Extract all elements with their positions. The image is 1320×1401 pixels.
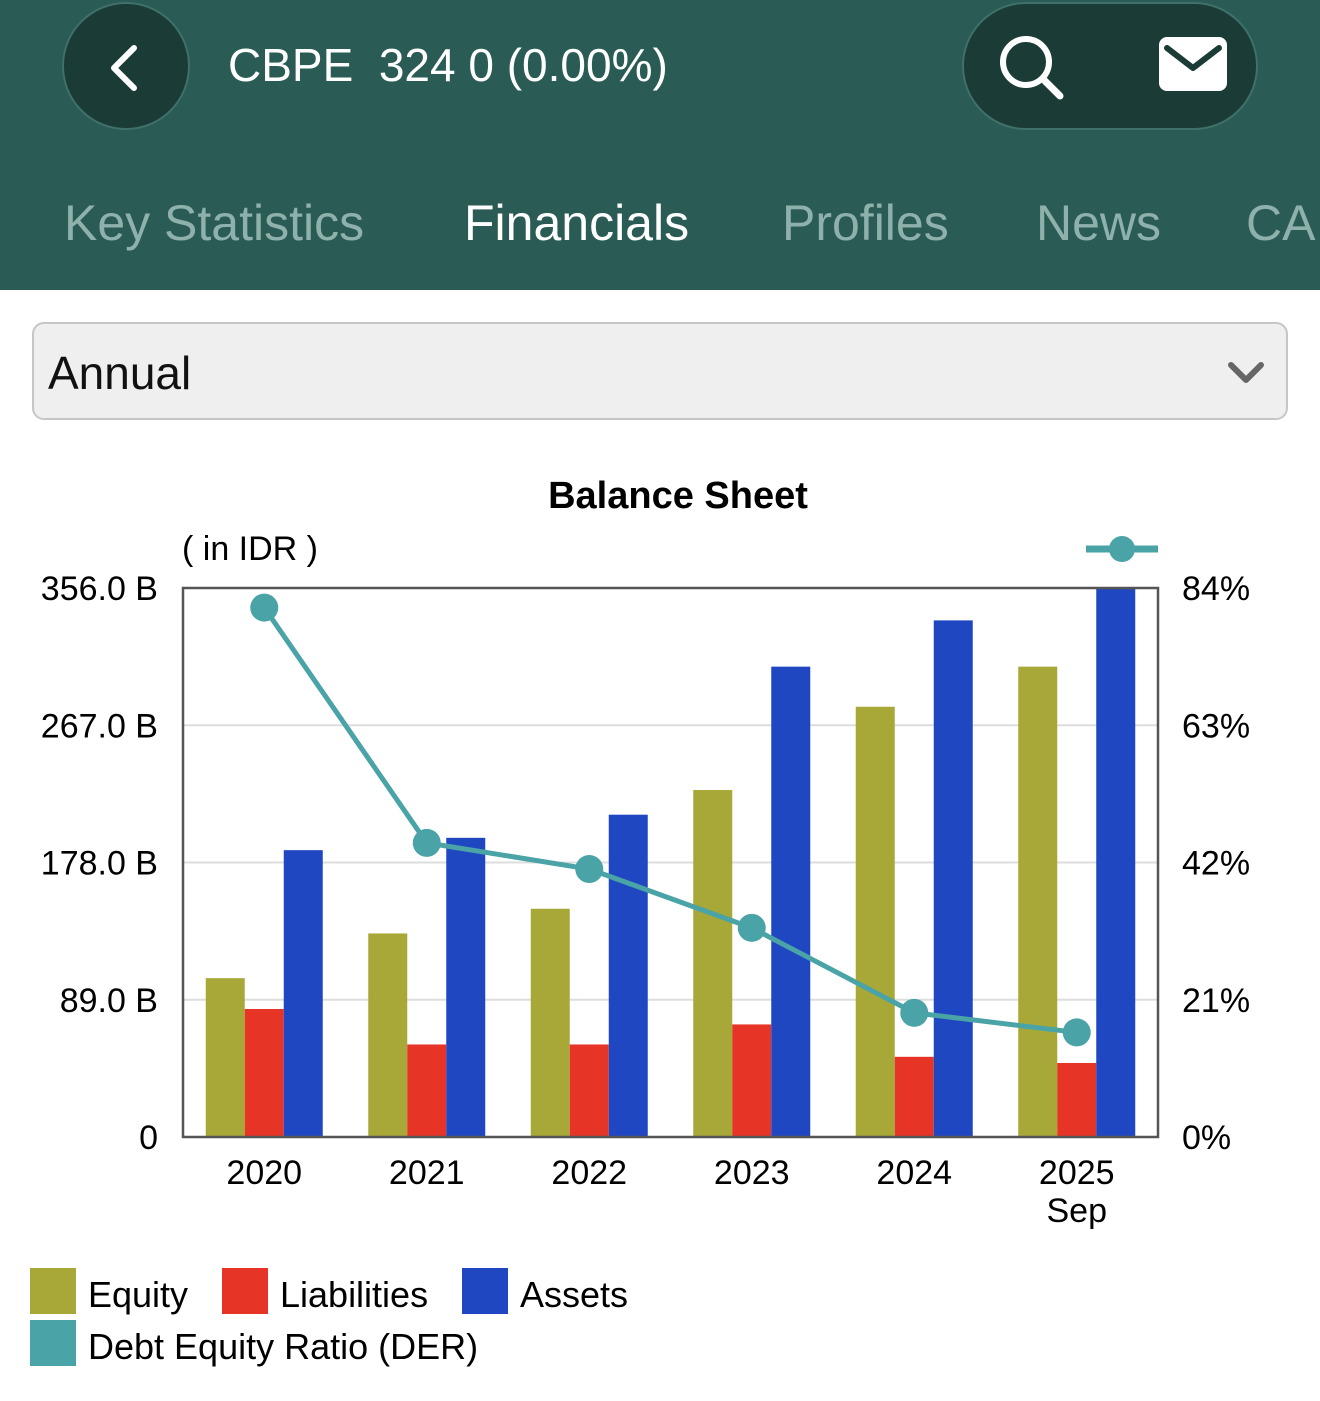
assets-bar [933, 620, 973, 1137]
assets-bar [608, 814, 648, 1137]
liabilities-bar [244, 1009, 284, 1137]
plot-frame [181, 586, 1160, 1139]
equity-bar [368, 933, 408, 1137]
y-left-tick-label: 89.0 B [60, 982, 158, 1020]
period-select-value: Annual [48, 347, 192, 399]
der-point [1062, 1018, 1091, 1047]
y-right-tick-label: 0% [1182, 1119, 1231, 1157]
y-right-tick-label: 21% [1182, 982, 1250, 1020]
der-line [262, 606, 1078, 1035]
y-right-tick-label: 63% [1182, 707, 1250, 745]
period-select[interactable]: Annual [32, 322, 1288, 420]
equity-bar [855, 706, 895, 1137]
liabilities-bar [569, 1044, 609, 1137]
tab-news[interactable]: News [1036, 195, 1162, 251]
bars [205, 588, 1136, 1137]
x-tick-label: 2025 Sep [1039, 1154, 1115, 1230]
equity-bar [205, 978, 245, 1137]
equity-bar [693, 790, 733, 1137]
liabilities-bar [894, 1056, 934, 1137]
unit-label: ( in IDR ) [182, 530, 318, 568]
x-axis-labels: 2020 2021 2022 2023 2024 2025 Sep [226, 1154, 1114, 1230]
der-point [737, 913, 766, 942]
ticker-symbol: CBPE [228, 39, 354, 91]
x-tick-label: 2022 [551, 1154, 627, 1192]
liabilities-bar [407, 1044, 447, 1137]
legend-swatch-liabilities [222, 1268, 268, 1314]
der-point [575, 855, 604, 884]
ticker-quote: CBPE 324 0 (0.00%) [228, 38, 668, 92]
der-point [250, 593, 279, 622]
x-tick-label: 2021 [389, 1154, 465, 1192]
tab-bar: Key Statistics Financials Profiles News … [0, 190, 1320, 270]
liabilities-bar [732, 1024, 772, 1137]
equity-bar [530, 908, 570, 1137]
der-point [412, 828, 441, 857]
der-legend-marker [1086, 536, 1158, 562]
liabilities-bar [1057, 1062, 1097, 1137]
y-left-tick-label: 356.0 B [41, 570, 158, 608]
legend-label-equity: Equity [88, 1274, 189, 1315]
der-line-series [250, 593, 1091, 1047]
tab-profiles[interactable]: Profiles [782, 195, 949, 251]
gridlines [183, 724, 1158, 1001]
der-point [900, 998, 929, 1027]
balance-sheet-chart: Balance Sheet ( in IDR ) 0 89.0 B 178.0 B 2… [41, 475, 1250, 1230]
y-left-tick-label: 0 [139, 1119, 158, 1157]
y-left-tick-label: 178.0 B [41, 845, 158, 883]
search-icon[interactable] [996, 32, 1068, 104]
x-tick-label: 2024 [876, 1154, 952, 1192]
price-change: 324 0 (0.00%) [378, 39, 668, 91]
assets-bar [1096, 588, 1136, 1137]
chevron-down-icon [1228, 362, 1264, 383]
chevron-left-icon [111, 45, 137, 91]
assets-bar [771, 666, 811, 1137]
y-right-tick-label: 42% [1182, 845, 1250, 883]
legend-swatch-assets [462, 1268, 508, 1314]
equity-bar [1018, 666, 1058, 1137]
app-header: CBPE 324 0 (0.00%) Key Statistics Financ… [0, 0, 1320, 290]
x-tick-label: 2020 [226, 1154, 302, 1192]
tab-ca[interactable]: CA [1246, 195, 1316, 251]
assets-bar [283, 850, 323, 1137]
legend-label-liabilities: Liabilities [280, 1274, 429, 1315]
y-left-tick-label: 267.0 B [41, 707, 158, 745]
left-axis-labels: 0 89.0 B 178.0 B 267.0 B 356.0 B [41, 570, 158, 1157]
tab-key-statistics[interactable]: Key Statistics [64, 195, 365, 251]
legend-swatch-equity [30, 1268, 76, 1314]
back-button[interactable] [62, 2, 190, 130]
mail-icon[interactable] [1158, 36, 1228, 92]
tab-financials[interactable]: Financials [464, 195, 690, 251]
x-tick-label: 2023 [714, 1154, 790, 1192]
right-axis-labels: 0% 21% 42% 63% 84% [1182, 570, 1250, 1157]
y-right-tick-label: 84% [1182, 570, 1250, 608]
chart-title: Balance Sheet [548, 475, 808, 517]
legend-label-der: Debt Equity Ratio (DER) [88, 1326, 479, 1367]
legend-label-assets: Assets [520, 1274, 629, 1315]
legend-swatch-der [30, 1320, 76, 1366]
assets-bar [446, 837, 486, 1137]
